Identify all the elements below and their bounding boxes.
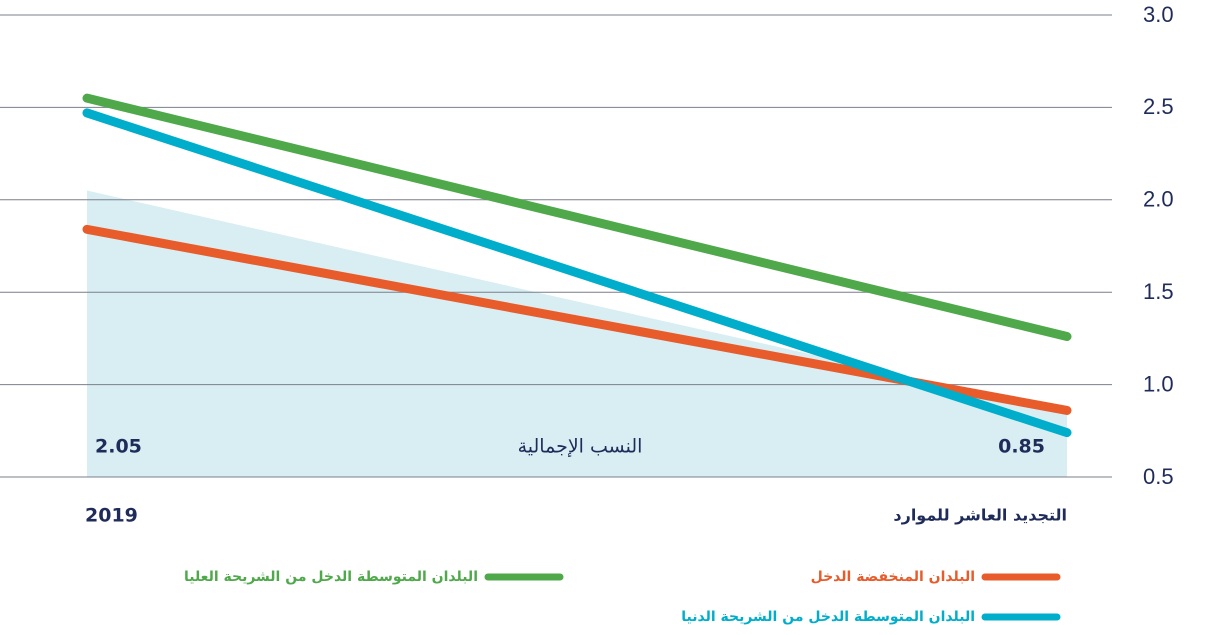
x-tick-label: التجديد العاشر للموارد	[893, 506, 1067, 525]
x-tick-label: 2019	[85, 505, 138, 527]
y-tick-label: 2.5	[1143, 94, 1174, 119]
legend-label: البلدان المنخفضة الدخل	[811, 569, 975, 585]
data-label: 2.05	[95, 436, 142, 458]
data-label: 0.85	[998, 436, 1045, 458]
y-tick-label: 1.5	[1143, 279, 1174, 304]
legend-label: البلدان المتوسطة الدخل من الشريحة العليا	[184, 569, 478, 585]
y-tick-label: 1.0	[1143, 371, 1174, 396]
line	[82, 108, 1072, 438]
legend-label: البلدان المتوسطة الدخل من الشريحة الدنيا	[681, 609, 975, 625]
y-tick-label: 3.0	[1143, 2, 1174, 27]
area-label: النسب الإجمالية	[518, 436, 643, 458]
line	[82, 93, 1072, 342]
y-tick-label: 0.5	[1143, 464, 1174, 489]
area	[87, 190, 1067, 477]
y-tick-label: 2.0	[1143, 187, 1174, 212]
